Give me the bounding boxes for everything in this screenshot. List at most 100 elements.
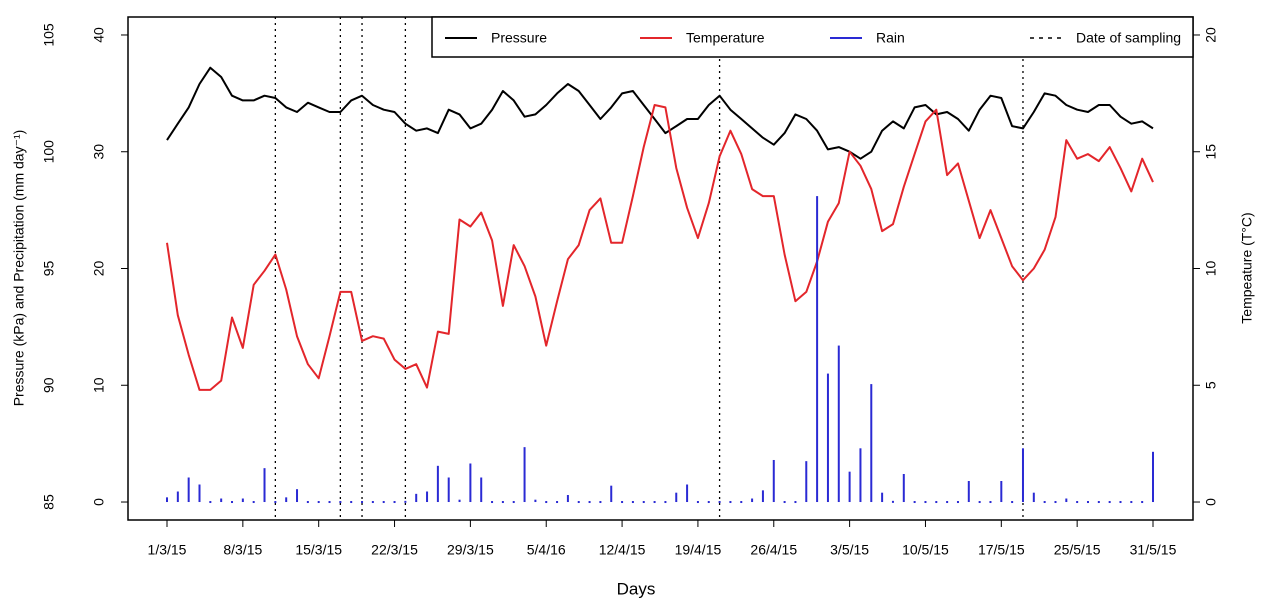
series-line (166, 66, 1154, 160)
rain-bar (848, 471, 851, 503)
rain-bar (891, 500, 894, 503)
rain-bar (621, 501, 624, 504)
rain-bar (469, 463, 472, 503)
rain-bar (1021, 448, 1024, 503)
x-tick-label: 3/5/15 (830, 542, 869, 558)
rain-bar (610, 485, 613, 503)
rain-bar (1000, 481, 1003, 503)
rain-bar (426, 491, 429, 503)
rain-bar (480, 477, 483, 503)
x-tick-label: 26/4/15 (750, 542, 797, 558)
rain-bar (393, 501, 396, 504)
rain-bar (523, 447, 526, 503)
rain-bar (1032, 492, 1035, 503)
rain-bar (989, 501, 992, 504)
x-axis-label: Days (617, 579, 656, 598)
x-tick-label: 15/3/15 (295, 542, 342, 558)
y-tick-label: 100 (41, 140, 57, 164)
legend-label: Rain (876, 30, 905, 46)
rain-bar (371, 501, 374, 504)
rain-bar (361, 501, 364, 504)
rain-bar (1043, 501, 1046, 504)
rain-bar (696, 501, 699, 504)
x-tick-label: 29/3/15 (447, 542, 494, 558)
rain-bar (252, 501, 255, 504)
rain-bar (166, 497, 168, 503)
rain-bar (1152, 451, 1154, 503)
rain-bar (1054, 501, 1057, 504)
rain-bar (978, 501, 981, 504)
y-tick-label: 85 (41, 494, 57, 510)
rain-bar (566, 495, 569, 503)
rain-bar (447, 477, 450, 503)
rain-bar (859, 448, 862, 503)
rain-bar (415, 493, 418, 503)
rain-bar (881, 492, 884, 503)
rain-bar (837, 345, 840, 503)
y2-tick-label: 0 (1203, 498, 1219, 506)
rain-tick-label: 0 (91, 498, 107, 506)
x-tick-label: 25/5/15 (1054, 542, 1101, 558)
rain-bar (686, 484, 689, 503)
legend-box (431, 16, 1194, 58)
y2-tick-label: 20 (1203, 27, 1219, 43)
rain-bar (220, 498, 223, 503)
y-tick-label: 90 (41, 377, 57, 393)
x-tick-label: 1/3/15 (148, 542, 187, 558)
rain-bar (556, 501, 559, 504)
x-tick-label: 22/3/15 (371, 542, 418, 558)
y2-tick-label: 15 (1203, 144, 1219, 160)
y-tick-label: 95 (41, 261, 57, 277)
rain-bar (1130, 501, 1133, 504)
rain-bar (209, 501, 212, 504)
rain-bar (718, 501, 721, 504)
rain-bar (306, 501, 309, 504)
rain-bar (1097, 501, 1100, 504)
rain-bar (382, 501, 385, 504)
rain-bar (772, 459, 775, 503)
rain-tick-label: 20 (91, 261, 107, 277)
rain-bar (751, 498, 754, 503)
rain-bar (870, 384, 873, 503)
rain-bar (350, 501, 353, 504)
rain-bar (599, 501, 602, 504)
rain-bar (274, 501, 277, 504)
x-tick-label: 10/5/15 (902, 542, 949, 558)
rain-bar (187, 477, 190, 503)
rain-bar (740, 501, 743, 504)
rain-bar (967, 481, 970, 503)
rain-bar (1076, 501, 1079, 504)
rain-bar (826, 373, 829, 503)
y-tick-label: 105 (41, 23, 57, 47)
rain-bar (404, 500, 407, 503)
rain-bar (231, 501, 234, 504)
rain-bar (956, 501, 959, 504)
rain-bar (707, 501, 710, 504)
rain-bar (675, 492, 678, 503)
rain-bar (816, 196, 819, 503)
rain-bar (924, 501, 927, 504)
rain-bar (631, 501, 634, 504)
rain-bar (588, 501, 591, 504)
rain-bar (902, 473, 905, 503)
legend-label: Pressure (491, 30, 547, 46)
rain-bar (729, 501, 732, 504)
rain-bar (1065, 498, 1068, 503)
rain-bar (458, 499, 461, 503)
rain-bar (176, 491, 179, 503)
rain-bar (794, 501, 797, 504)
rain-bar (642, 501, 645, 504)
rain-bar (653, 501, 656, 504)
rain-bar (1141, 501, 1144, 504)
y2-tick-label: 5 (1203, 381, 1219, 389)
y2-axis-label: Tempeature (T°C) (1239, 212, 1255, 323)
x-tick-label: 12/4/15 (599, 542, 646, 558)
rain-bar (1119, 501, 1122, 504)
rain-bar (198, 484, 201, 503)
rain-bar (339, 501, 342, 504)
y2-tick-label: 10 (1203, 261, 1219, 277)
x-tick-label: 17/5/15 (978, 542, 1025, 558)
rain-bar (1108, 501, 1111, 504)
rain-bar (534, 499, 537, 503)
